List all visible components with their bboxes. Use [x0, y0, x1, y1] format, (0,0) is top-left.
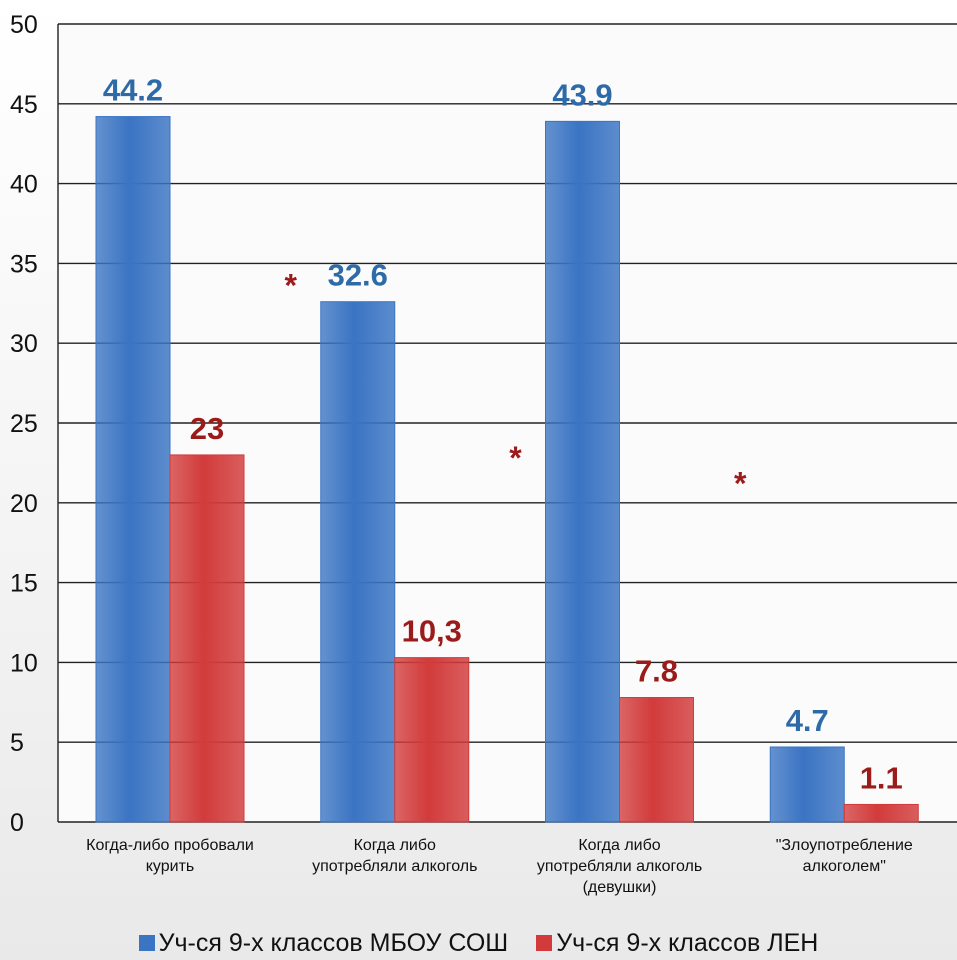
- category-label: Когда либо употребляли алкоголь: [312, 837, 477, 875]
- significance-asterisk: *: [285, 268, 298, 304]
- legend-label-series-2: Уч-ся 9-х классов ЛЕН: [556, 928, 819, 957]
- significance-asterisk: *: [734, 465, 747, 501]
- y-tick-label: 45: [10, 91, 38, 119]
- category-label: Когда-либо пробовали курить: [86, 837, 254, 875]
- bar-series-2-cat-2: [394, 657, 470, 823]
- data-label-series-1-cat-2: 32.6: [328, 258, 388, 293]
- data-label-series-1-cat-1: 44.2: [103, 73, 163, 108]
- y-tick-label: 35: [10, 250, 38, 278]
- legend: Уч-ся 9-х классов МБОУ СОШ Уч-ся 9-х кла…: [0, 926, 957, 960]
- y-tick-label: 50: [10, 11, 38, 39]
- y-tick-label: 40: [10, 171, 38, 199]
- bar-series-2-cat-4: [843, 803, 919, 823]
- y-tick-label: 30: [10, 330, 38, 358]
- y-tick-label: 20: [10, 490, 38, 518]
- bar-series-1-cat-4: [769, 746, 845, 823]
- data-label-series-2-cat-1: 23: [190, 411, 224, 446]
- bar-chart: 0 5 10 15 20 25 30 35 40 45 50 44.2 23 Когда-либо про…: [10, 11, 957, 896]
- bar-series-1-cat-2: [320, 301, 396, 823]
- data-label-series-1-cat-4: 4.7: [786, 703, 829, 738]
- category-label: Когда либо употребляли алкоголь (девушки): [537, 837, 702, 896]
- data-label-series-2-cat-4: 1.1: [860, 760, 903, 795]
- legend-item-series-2: Уч-ся 9-х классов ЛЕН: [536, 929, 818, 958]
- legend-swatch-series-2: [536, 935, 553, 951]
- y-tick-label: 25: [10, 410, 38, 438]
- y-tick-label: 10: [10, 649, 38, 677]
- y-tick-label: 0: [10, 809, 24, 837]
- bar-series-2-cat-3: [619, 697, 694, 823]
- legend-swatch-series-1: [138, 935, 155, 951]
- data-label-series-2-cat-3: 7.8: [635, 654, 678, 689]
- legend-label-series-1: Уч-ся 9-х классов МБОУ СОШ: [158, 928, 509, 957]
- bar-series-1-cat-1: [95, 116, 171, 823]
- y-tick-label: 5: [10, 729, 24, 757]
- significance-asterisk: *: [509, 440, 522, 476]
- bar-series-1-cat-3: [545, 120, 620, 823]
- data-label-series-1-cat-3: 43.9: [552, 77, 612, 112]
- data-label-series-2-cat-2: 10,3: [402, 614, 462, 649]
- legend-item-series-1: Уч-ся 9-х классов МБОУ СОШ: [138, 928, 509, 958]
- y-tick-label: 15: [10, 570, 38, 598]
- bar-series-2-cat-1: [169, 454, 245, 823]
- category-label: "Злоупотребление алкоголем": [776, 837, 913, 875]
